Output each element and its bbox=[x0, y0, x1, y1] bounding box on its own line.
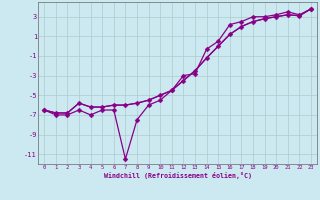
X-axis label: Windchill (Refroidissement éolien,°C): Windchill (Refroidissement éolien,°C) bbox=[104, 172, 252, 179]
